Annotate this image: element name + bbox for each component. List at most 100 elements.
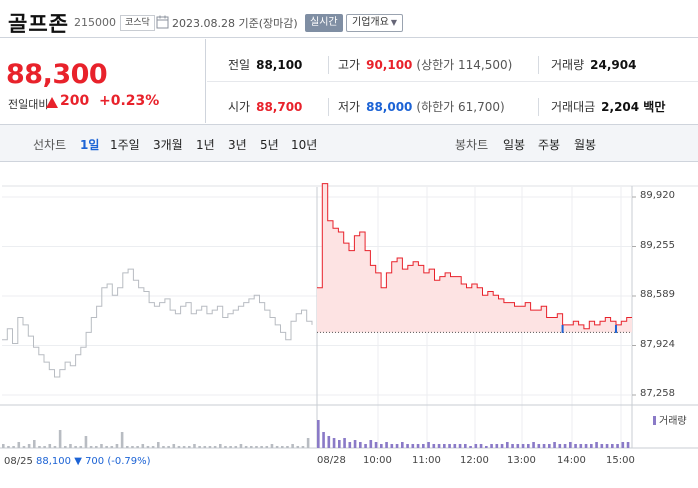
- x-tick-label: 10:00: [363, 455, 392, 466]
- volume-bar-today: [338, 440, 341, 448]
- volume-bar-today: [327, 436, 331, 448]
- stat-prev-close: 전일 88,100: [228, 44, 302, 86]
- series-line-today: [317, 183, 632, 330]
- volume-bar-prev-day: [38, 446, 41, 448]
- volume-bar-prev-day: [131, 446, 134, 448]
- stat-value: 88,000: [366, 100, 413, 114]
- candle-chart-label: 봉차트: [455, 138, 489, 152]
- volume-bar-prev-day: [172, 444, 176, 448]
- volume-bar-today: [385, 442, 388, 448]
- candle-weekly[interactable]: 주봉: [538, 138, 561, 152]
- volume-bar-today: [490, 444, 493, 448]
- volume-bar-today: [374, 442, 378, 448]
- volume-bar-today: [390, 444, 394, 448]
- change-label: 전일대비: [8, 98, 49, 111]
- stat-label: 고가: [338, 58, 361, 72]
- x-tick-label: 12:00: [460, 455, 489, 466]
- volume-bar-prev-day: [120, 432, 124, 448]
- volume-bar-today: [380, 444, 383, 448]
- volume-bar-today: [600, 444, 604, 448]
- period-1d[interactable]: 1일: [80, 138, 100, 152]
- volume-bar-today: [537, 444, 541, 448]
- market-badge: 코스닥: [120, 15, 155, 31]
- x-tick-label: 13:00: [507, 455, 536, 466]
- period-1y[interactable]: 1년: [196, 138, 215, 152]
- volume-bar-prev-day: [219, 444, 222, 448]
- volume-bar-today: [401, 442, 404, 448]
- volume-bar-today: [437, 444, 441, 448]
- y-tick-label: 89,920: [640, 190, 675, 201]
- volume-bar-prev-day: [43, 446, 46, 448]
- period-3m[interactable]: 3개월: [153, 138, 183, 152]
- prev-day-pct: (-0.79%): [107, 456, 151, 467]
- volume-bar-today: [322, 432, 325, 448]
- stat-value: 90,100: [366, 58, 413, 72]
- divider: [538, 56, 539, 74]
- volume-bar-prev-day: [12, 446, 15, 448]
- volume-bar-today: [506, 442, 509, 448]
- stat-label: 저가: [338, 100, 361, 114]
- volume-bar-prev-day: [141, 444, 145, 448]
- y-tick-label: 87,924: [640, 338, 675, 350]
- realtime-button[interactable]: 실시간: [305, 14, 343, 32]
- volume-bar-today: [626, 442, 630, 448]
- volume-bar-prev-day: [162, 446, 165, 448]
- candle-monthly[interactable]: 월봉: [574, 138, 597, 152]
- volume-bar-today: [411, 444, 415, 448]
- volume-bar-prev-day: [234, 446, 238, 448]
- volume-bar-today: [500, 444, 504, 448]
- period-1w[interactable]: 1주일: [110, 138, 140, 152]
- volume-bar-today: [332, 438, 336, 448]
- volume-bar-prev-day: [69, 444, 72, 448]
- volume-bar-prev-day: [275, 446, 279, 448]
- volume-bar-today: [605, 444, 609, 448]
- volume-bar-prev-day: [177, 446, 181, 448]
- period-selector: 선차트 1일 1주일 3개월 1년 3년 5년 10년 봉차트 일봉 주봉 월봉: [0, 124, 698, 162]
- period-10y[interactable]: 10년: [291, 138, 318, 152]
- volume-bar-prev-day: [286, 446, 289, 448]
- period-5y[interactable]: 5년: [260, 138, 279, 152]
- volume-bar-prev-day: [100, 444, 103, 448]
- volume-bar-prev-day: [146, 446, 150, 448]
- volume-bar-prev-day: [182, 446, 186, 448]
- stat-label: 거래량: [551, 58, 585, 72]
- stat-sub: (하한가 61,700): [416, 100, 505, 114]
- volume-legend: 거래량: [653, 412, 687, 427]
- volume-bar-prev-day: [250, 446, 253, 448]
- volume-bar-prev-day: [53, 446, 57, 448]
- volume-bar-today: [611, 444, 614, 448]
- period-3y[interactable]: 3년: [228, 138, 247, 152]
- volume-legend-label: 거래량: [659, 416, 687, 427]
- volume-bar-today: [621, 442, 625, 448]
- volume-bar-prev-day: [84, 436, 88, 448]
- company-overview-button[interactable]: 기업개요 ▼: [346, 14, 403, 32]
- volume-bar-prev-day: [126, 446, 129, 448]
- volume-bar-prev-day: [110, 446, 114, 448]
- volume-bar-prev-day: [74, 446, 77, 448]
- divider: [328, 98, 329, 116]
- volume-bar-today: [369, 440, 373, 448]
- x-tick-label: 15:00: [606, 455, 635, 466]
- volume-bar-prev-day: [58, 430, 62, 448]
- divider: [328, 56, 329, 74]
- volume-bar-prev-day: [167, 446, 170, 448]
- volume-bar-today: [495, 444, 499, 448]
- stat-low: 저가 88,000 (하한가 61,700): [338, 86, 505, 128]
- volume-bar-prev-day: [203, 446, 207, 448]
- volume-bar-prev-day: [198, 446, 201, 448]
- stat-value: 2,204 백만: [601, 100, 666, 114]
- volume-bar-prev-day: [95, 446, 98, 448]
- volume-bar-prev-day: [208, 446, 212, 448]
- volume-bar-today: [458, 444, 462, 448]
- volume-bar-today: [474, 444, 478, 448]
- volume-bar-today: [395, 444, 399, 448]
- price-summary: 88,300 전일대비 200 +0.23%: [0, 39, 206, 123]
- volume-bar-prev-day: [306, 438, 310, 448]
- volume-bar-today: [574, 444, 577, 448]
- volume-bar-today: [432, 444, 436, 448]
- candle-daily[interactable]: 일봉: [503, 138, 526, 152]
- volume-bar-prev-day: [157, 442, 160, 448]
- as-of-date: 2023.08.28 기준(장마감): [172, 17, 298, 30]
- volume-bar-today: [558, 444, 562, 448]
- volume-bar-today: [485, 446, 488, 448]
